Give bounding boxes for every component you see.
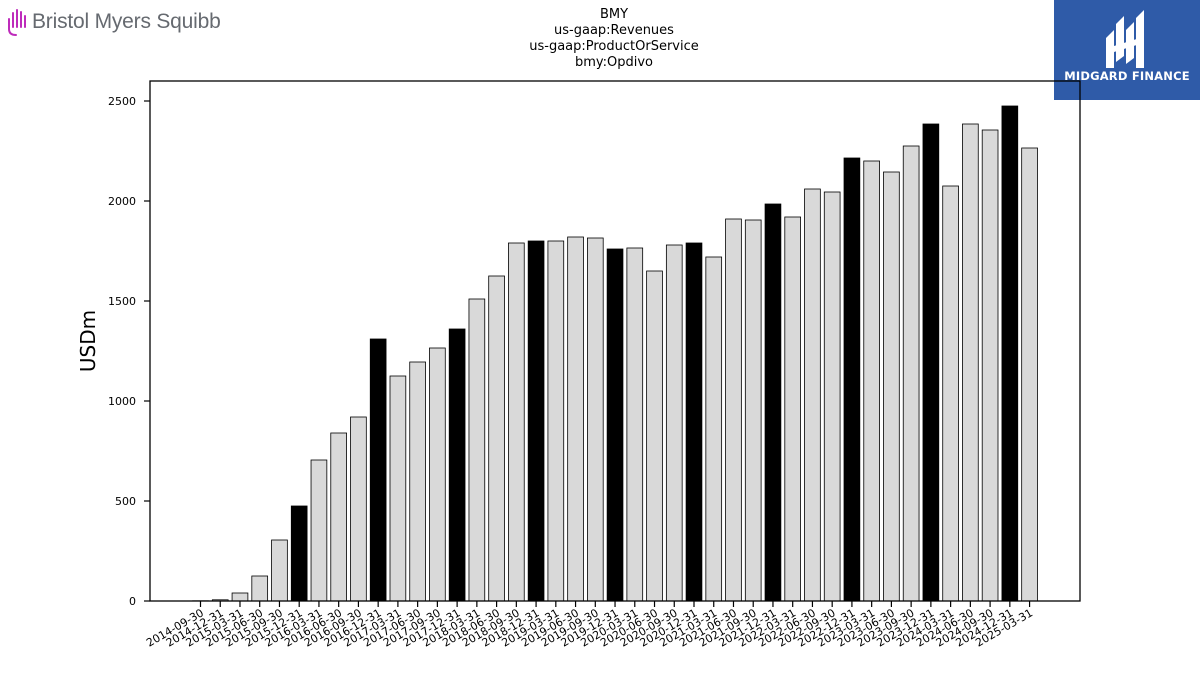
bar-2022-03-31 — [784, 216, 801, 602]
y-tick-label-1500: 1500 — [108, 295, 136, 308]
bar-2017-06-30 — [409, 361, 426, 602]
y-tick-label-0: 0 — [129, 595, 136, 608]
bar-2015-09-30 — [271, 539, 288, 602]
bar-2018-06-30 — [488, 275, 505, 602]
company-logo-text: Bristol Myers Squibb — [32, 10, 221, 33]
partner-logo-text: MIDGARD FINANCE — [1064, 69, 1190, 83]
bar-2023-09-30 — [902, 145, 920, 602]
bar-2022-12-31 — [843, 157, 861, 602]
bar-2025-03-31 — [1021, 147, 1038, 602]
bar-2019-06-30 — [567, 236, 584, 602]
chart-title-line-axis: us-gaap:ProductOrService — [529, 39, 699, 54]
bar-2015-03-31 — [231, 592, 249, 602]
bar-2022-09-30 — [823, 191, 841, 602]
y-tick-label-500: 500 — [115, 495, 136, 508]
bar-2019-12-31 — [606, 248, 624, 602]
chart-title-line-ticker: BMY — [599, 7, 629, 22]
bar-2016-03-31 — [310, 459, 328, 602]
bar-2020-12-31 — [685, 242, 703, 602]
bar-2021-03-31 — [705, 256, 723, 602]
y-tick-label-2500: 2500 — [108, 95, 136, 108]
bar-2023-12-31 — [922, 123, 940, 602]
chart-title: BMY us-gaap:Revenues us-gaap:ProductOrSe… — [464, 7, 764, 71]
bar-2020-09-30 — [665, 244, 683, 602]
partner-logo: MIDGARD FINANCE — [1054, 0, 1200, 100]
bar-2022-06-30 — [804, 188, 821, 602]
bar-2016-06-30 — [330, 432, 347, 602]
bar-2015-12-31 — [290, 505, 308, 602]
company-logo-mark-icon — [8, 9, 26, 36]
bar-2021-09-30 — [744, 219, 762, 602]
bar-2024-12-31 — [1001, 105, 1019, 602]
bar-2023-06-30 — [883, 171, 900, 602]
bar-2016-12-31 — [369, 338, 387, 602]
bar-2019-09-30 — [587, 237, 604, 602]
chart-title-line-concept: us-gaap:Revenues — [554, 23, 674, 38]
bar-2024-06-30 — [962, 123, 979, 602]
bar-2017-12-31 — [448, 328, 466, 602]
bar-2023-03-31 — [863, 160, 880, 602]
bar-2021-12-31 — [764, 203, 782, 602]
partner-logo-mark-icon — [1106, 10, 1144, 68]
y-axis-label: USDm — [76, 310, 100, 372]
bar-2018-09-30 — [508, 242, 525, 602]
bar-2019-03-31 — [547, 240, 565, 602]
bar-2024-03-31 — [942, 185, 959, 602]
bar-2017-09-30 — [429, 347, 446, 602]
bar-2015-06-30 — [251, 575, 269, 602]
bar-2016-09-30 — [350, 416, 367, 602]
y-tick-label-2000: 2000 — [108, 195, 136, 208]
bar-2018-12-31 — [527, 240, 545, 602]
bar-2018-03-31 — [468, 298, 486, 602]
bar-2020-06-30 — [646, 270, 663, 602]
company-logo: Bristol Myers Squibb — [6, 6, 221, 38]
bar-2020-03-31 — [626, 247, 644, 602]
bar-2021-06-30 — [725, 218, 742, 602]
chart-title-line-member: bmy:Opdivo — [574, 55, 654, 70]
bar-2017-03-31 — [389, 375, 407, 602]
y-tick-label-1000: 1000 — [108, 395, 136, 408]
bar-2024-09-30 — [981, 129, 999, 602]
